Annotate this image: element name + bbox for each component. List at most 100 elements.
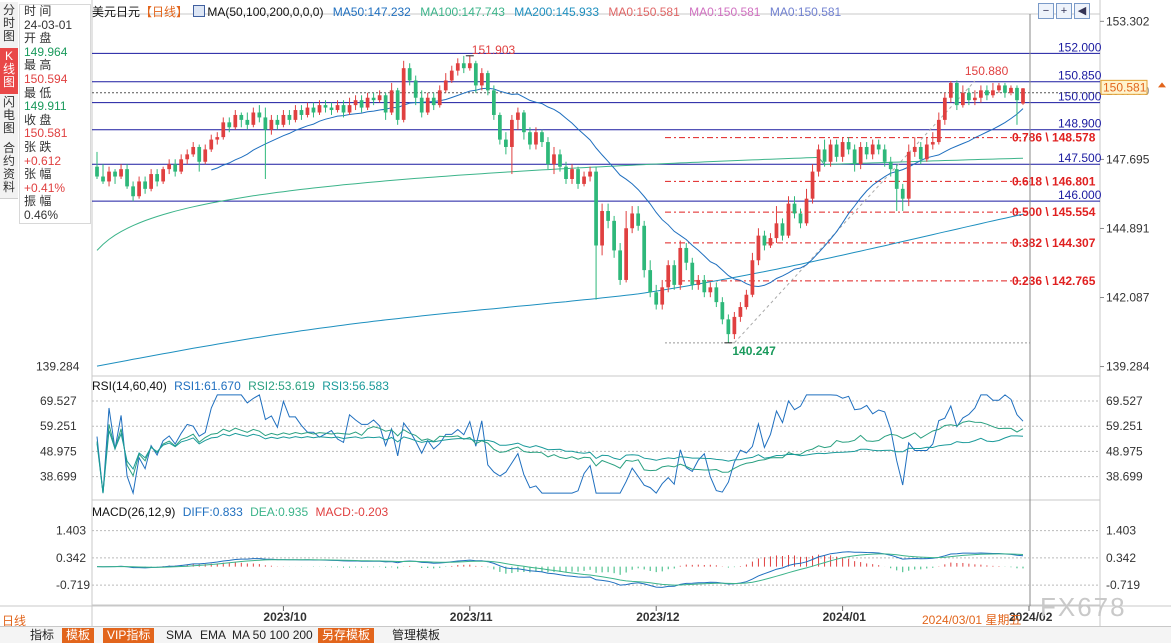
ma0-value-c: MA0:150.581 bbox=[769, 5, 842, 19]
candle-body-71 bbox=[522, 112, 526, 133]
hline-label-3: 148.900 bbox=[1058, 117, 1102, 131]
candle-body-98 bbox=[684, 247, 689, 263]
candle-body-42 bbox=[347, 105, 352, 113]
candle-body-33 bbox=[293, 110, 298, 120]
candle-body-38 bbox=[323, 105, 328, 108]
candle-body-110 bbox=[756, 235, 761, 261]
hline-label-0: 152.000 bbox=[1058, 40, 1102, 54]
candle-body-76 bbox=[552, 154, 556, 165]
candle-body-63 bbox=[473, 63, 478, 86]
candle-body-112 bbox=[768, 238, 773, 246]
bottom-tab-1[interactable]: 模板 bbox=[62, 628, 95, 643]
candle-body-105 bbox=[726, 319, 731, 335]
ma200-value: MA200:145.933 bbox=[514, 5, 600, 19]
candle-body-36 bbox=[311, 107, 316, 113]
candle-body-136 bbox=[912, 146, 917, 152]
candle-body-74 bbox=[540, 132, 544, 143]
candle-body-48 bbox=[383, 95, 388, 113]
bottom-tab-4[interactable]: EMA bbox=[200, 628, 227, 642]
weekday-label: 星期五 bbox=[985, 613, 1022, 627]
candle-body-18 bbox=[203, 149, 208, 162]
candle-body-130 bbox=[876, 144, 881, 150]
bottom-tab-3[interactable]: SMA bbox=[166, 628, 193, 642]
candle-body-44 bbox=[359, 100, 364, 108]
candle-body-25 bbox=[245, 119, 250, 125]
candle-body-22 bbox=[227, 122, 232, 128]
bottom-tab-7[interactable]: 管理模板 bbox=[392, 628, 441, 642]
candle-body-90 bbox=[636, 213, 641, 226]
candle-body-29 bbox=[269, 119, 274, 130]
scroll-left-button[interactable]: ◀ bbox=[1074, 3, 1090, 19]
candle-body-24 bbox=[239, 114, 244, 120]
bottom-tab-6[interactable]: 另存模板 bbox=[318, 628, 375, 643]
bottom-tab-0[interactable]: 指标 bbox=[30, 628, 55, 642]
info-label-4: 收 盘 bbox=[24, 112, 52, 127]
bottom-tab-5[interactable]: MA 50 100 200 bbox=[232, 628, 313, 642]
price-tick-2: 144.891 bbox=[1106, 221, 1150, 235]
candle-body-9 bbox=[149, 174, 153, 189]
macd-tick-1: 0.342 bbox=[1106, 551, 1136, 565]
x-label-4: 2024/02 bbox=[1009, 610, 1053, 624]
info-label-3: 最 低 bbox=[24, 85, 52, 100]
macd-tick-0: 1.403 bbox=[1106, 524, 1136, 538]
hline-label-5: 146.000 bbox=[1058, 188, 1102, 202]
zoom-in-button[interactable]: + bbox=[1056, 3, 1072, 19]
candle-body-125 bbox=[846, 142, 851, 150]
price-tick-1: 147.695 bbox=[1106, 152, 1150, 166]
candle-body-37 bbox=[317, 105, 322, 113]
candle-body-51 bbox=[401, 68, 406, 120]
side-tab-3[interactable]: 合约资料 bbox=[0, 140, 18, 199]
info-value-2: 150.594 bbox=[24, 71, 68, 86]
info-value-1: 149.964 bbox=[24, 44, 68, 59]
candle-body-147 bbox=[979, 90, 983, 98]
candle-body-151 bbox=[1003, 85, 1007, 93]
candle-body-82 bbox=[588, 171, 592, 177]
price-tick-left: 139.284 bbox=[36, 360, 80, 374]
date-label: 2024/03/01 bbox=[922, 613, 983, 627]
rsi2-value: RSI2:53.619 bbox=[248, 379, 315, 393]
candle-body-124 bbox=[840, 142, 845, 157]
candle-body-102 bbox=[708, 287, 713, 293]
dea-value: DEA:0.935 bbox=[250, 505, 309, 519]
candle-body-129 bbox=[870, 144, 875, 155]
ma200-line bbox=[96, 213, 1024, 367]
last-price-arrow-icon bbox=[1158, 82, 1166, 88]
candle-body-116 bbox=[792, 203, 797, 214]
candle-body-93 bbox=[654, 292, 659, 305]
candle-body-8 bbox=[143, 181, 147, 189]
bottom-tab-2[interactable]: VIP指标 bbox=[103, 628, 155, 643]
candle-body-153 bbox=[1015, 87, 1019, 101]
macd-legend: MACD(26,12,9) DIFF:0.833 DEA:0.935 MACD:… bbox=[92, 505, 388, 519]
candle-body-144 bbox=[961, 92, 965, 106]
info-value-6: +0.41% bbox=[24, 180, 66, 195]
side-tab-2[interactable]: 闪电图 bbox=[0, 94, 18, 141]
ma0-value-b: MA0:150.581 bbox=[689, 5, 761, 19]
ma-toggle-icon[interactable] bbox=[193, 5, 206, 17]
annotation-recent-high: 150.880 bbox=[965, 64, 1009, 78]
info-panel: 时 间 24-03-01 开 盘 149.964 最 高 150.594 最 低 149.91… bbox=[19, 4, 91, 224]
period-tab[interactable]: 日线 bbox=[2, 614, 27, 628]
candle-body-54 bbox=[419, 97, 424, 113]
candle-body-79 bbox=[570, 169, 574, 179]
candle-body-65 bbox=[485, 73, 490, 91]
candle-body-72 bbox=[528, 132, 532, 145]
candle-body-154 bbox=[1021, 88, 1025, 104]
candle-body-49 bbox=[389, 90, 394, 113]
fib-label-3: 0.382 \ 144.307 bbox=[1012, 236, 1096, 250]
candle-body-58 bbox=[443, 80, 448, 91]
candle-body-77 bbox=[558, 154, 562, 167]
rsi2-line bbox=[96, 420, 1024, 494]
side-tab-0[interactable]: 分时图 bbox=[0, 2, 18, 49]
candle-body-41 bbox=[341, 105, 346, 113]
rsi1-value: RSI1:61.670 bbox=[174, 379, 241, 393]
candle-body-73 bbox=[534, 132, 538, 145]
hline-label-2: 150.000 bbox=[1058, 90, 1102, 104]
rsi-tick-2: 48.975 bbox=[1106, 444, 1143, 458]
fib-diagonal bbox=[734, 80, 976, 344]
candle-body-75 bbox=[546, 142, 550, 165]
candle-body-101 bbox=[702, 279, 707, 293]
candlestick-chart[interactable]: 153.302 147.695 144.891 142.087 139.284 139.2… bbox=[0, 0, 1171, 626]
candle-body-28 bbox=[263, 117, 268, 130]
zoom-out-button[interactable]: − bbox=[1038, 3, 1054, 19]
